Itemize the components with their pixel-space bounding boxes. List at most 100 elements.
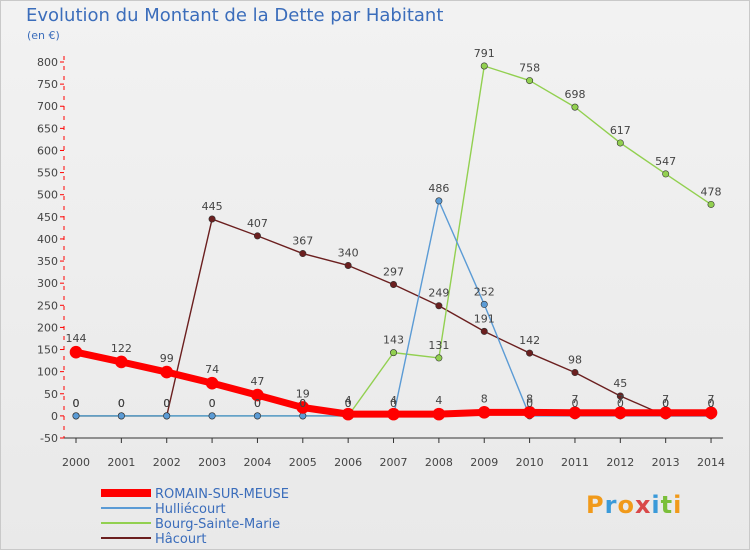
data-point: [253, 232, 261, 240]
data-label: 0: [345, 397, 352, 410]
data-point: [480, 300, 488, 308]
data-point: [160, 365, 174, 379]
x-tick-label: 2011: [561, 456, 589, 469]
data-point: [205, 376, 219, 390]
data-label: 0: [73, 397, 80, 410]
legend-label: ROMAIN-SUR-MEUSE: [155, 487, 289, 502]
data-point: [251, 388, 264, 402]
data-point: [526, 77, 534, 85]
data-label: 19: [296, 387, 310, 400]
data-point: [616, 392, 624, 400]
data-point: [477, 406, 491, 419]
data-label: 0: [299, 397, 306, 410]
data-label: 0: [209, 397, 216, 410]
data-label: 0: [118, 397, 125, 410]
x-tick-label: 2013: [652, 456, 680, 469]
data-label: 0: [118, 397, 125, 410]
data-label: 0: [118, 397, 125, 410]
data-label: 0: [571, 397, 578, 410]
data-point: [568, 406, 582, 420]
y-tick-label: 400: [37, 233, 58, 246]
data-label: 7: [617, 393, 624, 406]
data-label: 758: [519, 62, 540, 75]
y-tick-label: 550: [37, 167, 58, 180]
data-label: 0: [163, 397, 170, 410]
data-point: [299, 250, 307, 258]
data-label: 122: [111, 342, 132, 355]
proxiti-logo: Proxiti: [586, 491, 683, 519]
data-point: [208, 215, 216, 223]
data-point: [435, 302, 443, 310]
data-label: 486: [428, 182, 449, 195]
data-label: 547: [655, 155, 676, 168]
data-label: 0: [662, 397, 669, 410]
data-label: 7: [708, 393, 715, 406]
data-point: [707, 200, 715, 208]
data-label: 340: [338, 246, 359, 259]
legend-label: Hulliécourt: [155, 502, 226, 517]
data-label: 47: [250, 375, 264, 388]
data-label: 74: [205, 363, 219, 376]
y-tick-label: 350: [37, 255, 58, 268]
data-label: 297: [383, 266, 404, 279]
chart-title: Evolution du Montant de la Dette par Hab…: [26, 5, 444, 26]
data-label: 0: [526, 397, 533, 410]
y-tick-label: 300: [37, 277, 58, 290]
x-tick-label: 2002: [153, 456, 181, 469]
data-label: 0: [299, 397, 306, 410]
legend-label: Bourg-Sainte-Marie: [155, 517, 280, 532]
data-point: [163, 412, 171, 420]
x-tick-label: 2006: [334, 456, 362, 469]
data-label: 791: [474, 47, 495, 60]
y-tick-label: 700: [37, 100, 58, 113]
data-label: 0: [345, 397, 352, 410]
x-tick-label: 2000: [62, 456, 90, 469]
y-tick-label: 600: [37, 144, 58, 157]
data-label: 367: [292, 235, 313, 248]
x-tick-label: 2007: [380, 456, 408, 469]
data-label: 144: [66, 332, 87, 345]
data-label: 0: [617, 397, 624, 410]
data-label: 4: [435, 394, 442, 407]
x-tick-label: 2008: [425, 456, 453, 469]
data-point: [704, 406, 718, 420]
data-point: [390, 281, 398, 289]
y-tick-label: 200: [37, 321, 58, 334]
data-point: [432, 407, 446, 421]
data-label: 99: [160, 352, 174, 365]
data-label: 617: [610, 124, 631, 137]
data-label: 0: [73, 397, 80, 410]
data-label: 142: [519, 334, 540, 347]
data-label: 0: [254, 397, 261, 410]
data-point: [435, 354, 443, 362]
data-label: 4: [345, 394, 352, 407]
data-label: 0: [708, 397, 715, 410]
data-label: 0: [390, 397, 397, 410]
data-label: 0: [662, 397, 669, 410]
data-point: [387, 407, 400, 421]
data-point: [435, 197, 443, 205]
data-point: [69, 345, 83, 359]
data-point: [614, 406, 627, 420]
data-label: 7: [571, 393, 578, 406]
data-label: 191: [474, 312, 495, 325]
y-tick-label: 500: [37, 189, 58, 202]
x-tick-label: 2001: [107, 456, 135, 469]
data-label: 249: [428, 287, 449, 300]
x-tick-label: 2005: [289, 456, 317, 469]
data-label: 143: [383, 334, 404, 347]
y-tick-label: 150: [37, 344, 58, 357]
x-tick-label: 2014: [697, 456, 725, 469]
data-point: [616, 139, 624, 147]
data-label: 45: [613, 377, 627, 390]
y-tick-label: -50: [40, 432, 58, 445]
legend-label: Hâcourt: [155, 532, 207, 547]
y-tick-label: 650: [37, 122, 58, 135]
y-tick-label: 0: [51, 410, 58, 423]
data-point: [571, 103, 579, 111]
data-point: [253, 412, 261, 420]
data-label: 0: [163, 397, 170, 410]
data-label: 252: [474, 285, 495, 298]
